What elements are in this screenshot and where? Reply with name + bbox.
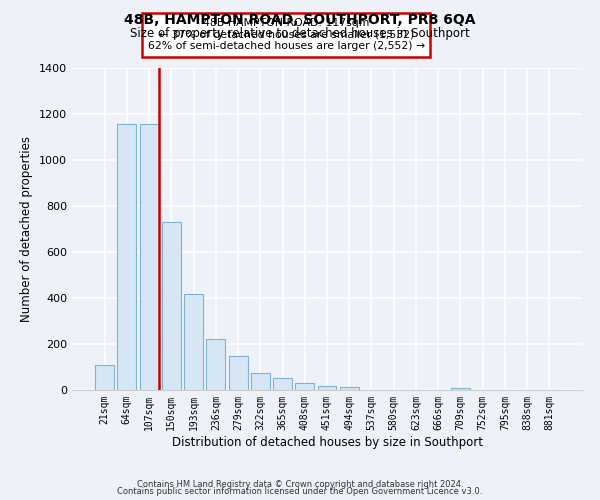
Bar [229,356,248,390]
X-axis label: Distribution of detached houses by size in Southport: Distribution of detached houses by size … [172,436,482,448]
Bar [451,388,470,390]
Bar [317,386,337,390]
Bar [206,340,225,390]
Text: 48B HAMPTON ROAD: 117sqm
← 37% of detached houses are smaller (1,532)
62% of sem: 48B HAMPTON ROAD: 117sqm ← 37% of detach… [148,18,425,52]
Bar [140,124,158,390]
Bar [273,378,292,390]
Bar [184,294,203,390]
Bar [162,222,181,390]
Text: Contains public sector information licensed under the Open Government Licence v3: Contains public sector information licen… [118,488,482,496]
Bar [295,383,314,390]
Y-axis label: Number of detached properties: Number of detached properties [20,136,34,322]
Text: Contains HM Land Registry data © Crown copyright and database right 2024.: Contains HM Land Registry data © Crown c… [137,480,463,489]
Text: Size of property relative to detached houses in Southport: Size of property relative to detached ho… [130,28,470,40]
Bar [95,364,114,390]
Bar [251,373,270,390]
Text: 48B, HAMPTON ROAD, SOUTHPORT, PR8 6QA: 48B, HAMPTON ROAD, SOUTHPORT, PR8 6QA [124,12,476,26]
Bar [118,124,136,390]
Bar [340,386,359,390]
